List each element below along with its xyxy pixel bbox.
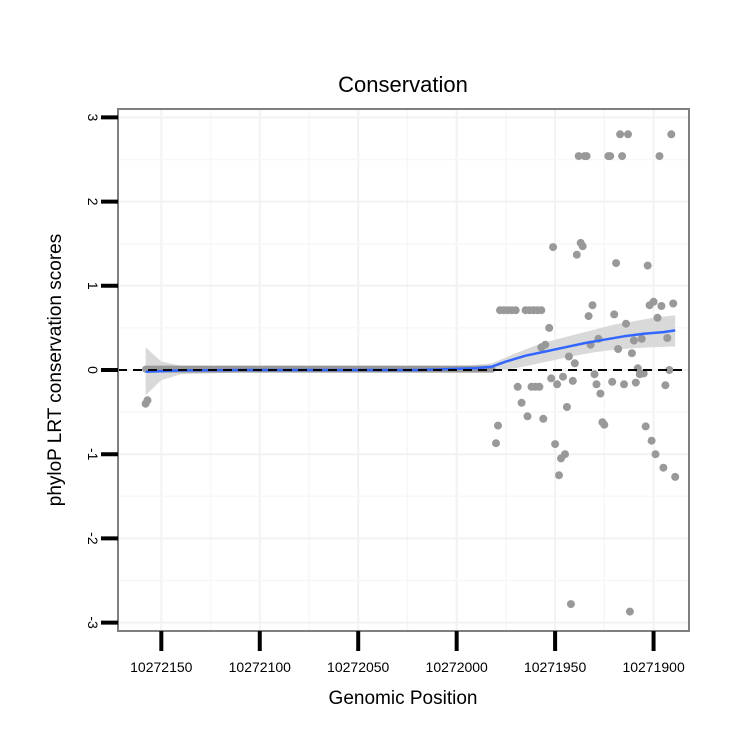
data-point	[649, 297, 658, 306]
y-tick-label: -2	[85, 532, 101, 545]
data-point	[513, 382, 522, 391]
data-point	[551, 440, 560, 449]
data-point	[657, 302, 666, 310]
x-axis: 10272150 10272100 10272050 10272000 10271950…	[130, 631, 685, 675]
y-tick-label: -1	[85, 448, 101, 461]
data-point	[616, 130, 625, 139]
data-point	[669, 299, 678, 308]
data-point	[492, 439, 500, 448]
data-point	[523, 412, 532, 421]
data-point	[671, 472, 680, 481]
data-point	[574, 152, 583, 161]
y-axis: 3 2 1 0 -1 -2 -3	[85, 114, 118, 629]
data-point	[610, 310, 619, 319]
y-tick-label: 1	[85, 282, 101, 290]
data-point	[582, 152, 591, 161]
data-point	[647, 436, 656, 445]
data-point	[541, 340, 550, 349]
data-point	[547, 374, 556, 383]
data-point	[618, 152, 627, 161]
y-axis-title: phyloP LRT conservation scores	[45, 234, 66, 507]
data-point	[555, 471, 563, 480]
data-point	[608, 377, 617, 386]
data-point	[667, 130, 676, 139]
data-point	[517, 398, 526, 407]
data-point	[625, 607, 634, 616]
data-point	[659, 463, 668, 472]
data-point	[568, 376, 577, 385]
data-point	[665, 366, 674, 374]
data-point	[661, 381, 670, 390]
data-point	[545, 323, 554, 332]
x-tick-label: 10272050	[327, 659, 390, 675]
data-point	[572, 250, 581, 259]
data-point	[549, 243, 558, 252]
data-point	[629, 336, 638, 345]
chart-title: Conservation	[338, 72, 468, 97]
data-point	[559, 372, 567, 381]
data-point	[637, 334, 646, 343]
data-point	[588, 301, 597, 310]
data-point	[620, 380, 628, 389]
x-tick-label: 10272100	[229, 659, 292, 675]
data-point	[553, 380, 562, 389]
data-point	[562, 403, 571, 411]
data-point	[590, 370, 599, 379]
data-point	[622, 319, 630, 328]
data-point	[564, 352, 573, 361]
data-point	[631, 378, 640, 387]
data-point	[655, 152, 664, 161]
y-tick-label: 3	[85, 114, 101, 122]
data-point	[561, 450, 569, 459]
x-tick-label: 10272000	[426, 659, 489, 675]
x-axis-title: Genomic Position	[329, 688, 478, 709]
data-point	[578, 242, 587, 251]
data-point	[584, 312, 593, 321]
data-point	[663, 334, 672, 342]
data-point	[600, 420, 609, 429]
data-point	[624, 130, 632, 139]
y-tick-label: 2	[85, 198, 101, 206]
data-point	[653, 313, 662, 322]
data-point	[511, 306, 520, 315]
data-point	[606, 152, 615, 161]
x-tick-label: 10271950	[524, 659, 587, 675]
data-point	[566, 600, 575, 609]
data-point	[641, 422, 650, 431]
y-tick-label: 0	[85, 366, 101, 374]
data-point	[592, 380, 601, 389]
data-point	[539, 414, 548, 423]
data-point	[570, 359, 579, 368]
data-point	[143, 396, 152, 405]
x-tick-label: 10272150	[130, 659, 193, 675]
plot-panel	[117, 108, 690, 632]
data-point	[537, 306, 546, 315]
data-point	[627, 349, 636, 358]
y-tick-label: -3	[85, 616, 101, 629]
data-point	[639, 369, 648, 378]
data-point	[643, 261, 652, 270]
data-point	[535, 382, 544, 391]
data-point	[596, 389, 605, 398]
data-point	[614, 345, 623, 353]
data-point	[612, 259, 621, 268]
data-point	[494, 421, 502, 430]
data-point	[651, 450, 660, 459]
x-tick-label: 10271900	[622, 659, 685, 675]
